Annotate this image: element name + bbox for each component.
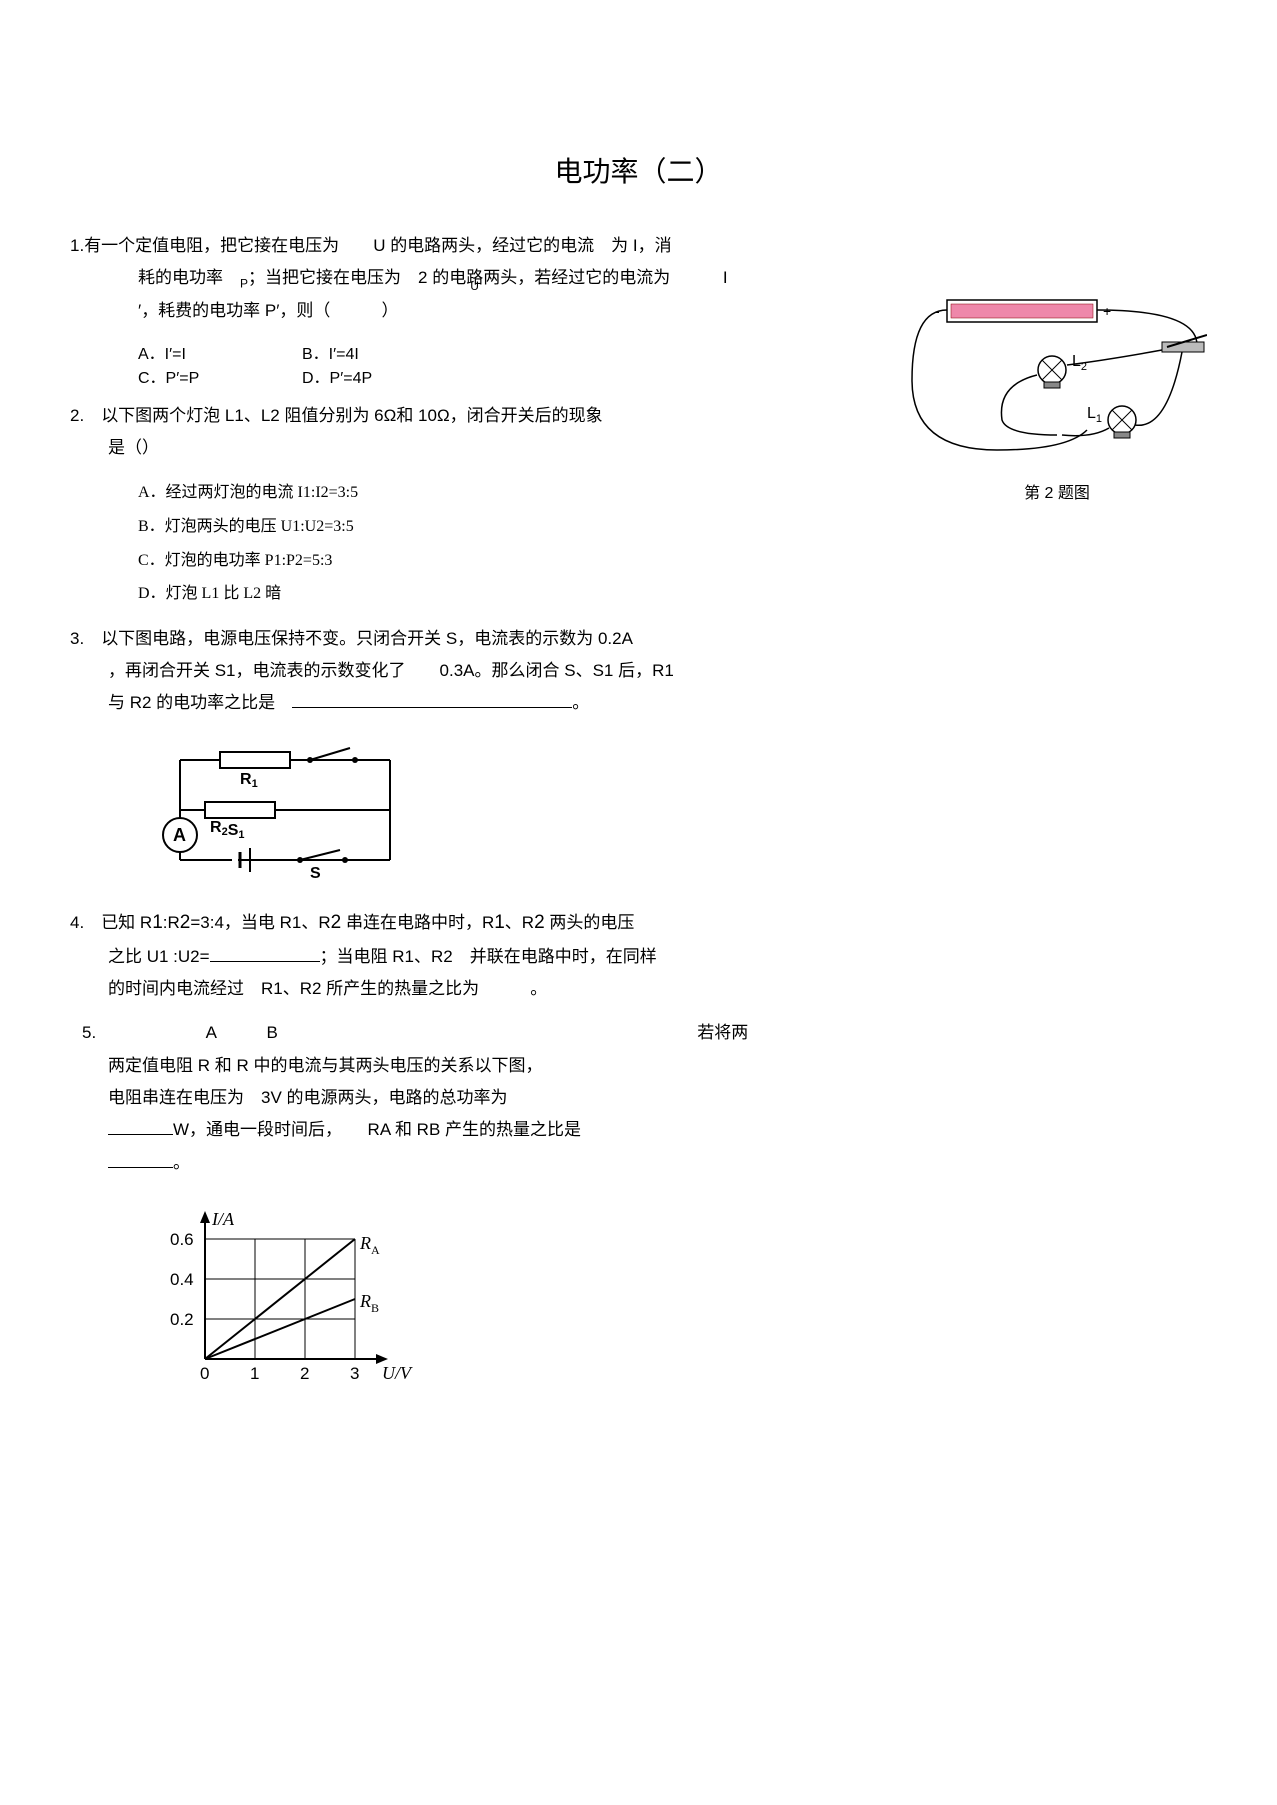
q5-col-a: A (206, 1023, 217, 1042)
q5-line1: 两定值电阻 R 和 R 中的电流与其两头电压的关系以下图， (70, 1056, 542, 1075)
ra-label: RA (359, 1233, 380, 1257)
q1-opt-b: B．I′=4I (302, 340, 462, 364)
xtick-0: 0 (200, 1364, 209, 1383)
q5-blank2[interactable] (108, 1151, 173, 1168)
q4-blank1[interactable] (210, 945, 320, 962)
q5-tail: 若将两 (697, 1023, 748, 1042)
q1-opt-a: A．I′=I (138, 340, 298, 364)
q1-line3: ′，耗费的电功率 P′，则（ ） (70, 301, 398, 320)
xlabel: U/V (382, 1363, 413, 1383)
q3-line2: ，再闭合开关 S1，电流表的示数变化了 0.3A。那么闭合 S、S1 后，R1 (70, 661, 674, 680)
q2-circuit-svg: - + L2 L1 (907, 290, 1207, 470)
figure-q3: R1 R2S1 A S (150, 740, 1207, 885)
rb-label: RB (359, 1291, 379, 1315)
question-1: 1.有一个定值电阻，把它接在电压为 U 的电路两头，经过它的电流 为 I，消 耗… (70, 230, 770, 328)
ammeter-label: A (173, 825, 186, 845)
xtick-3: 3 (350, 1364, 359, 1383)
q2-opt-d: D．灯泡 L1 比 L2 暗 (70, 577, 1207, 611)
q5-line3: W，通电一段时间后， RA 和 RB 产生的热量之比是 (70, 1120, 581, 1139)
q1-opt-d: D．P′=4P (302, 364, 462, 388)
q2-text-a: 以下图两个灯泡 L1、L2 阻值分别为 6Ω和 10Ω，闭合开关后的现象 (101, 406, 603, 425)
ytick-06: 0.6 (170, 1230, 194, 1249)
question-2: 2. 以下图两个灯泡 L1、L2 阻值分别为 6Ω和 10Ω，闭合开关后的现象 … (70, 400, 770, 465)
q1-num: 1. (70, 230, 84, 262)
ylabel: I/A (211, 1209, 235, 1229)
q5-line4: 。 (70, 1153, 190, 1172)
figure-q2: - + L2 L1 第 2 题图 (897, 290, 1217, 503)
ytick-02: 0.2 (170, 1310, 194, 1329)
q2-opt-c: C．灯泡的电功率 P1:P2=5:3 (70, 544, 1207, 578)
q4-num: 4. (70, 907, 84, 939)
q1-opt-c: C．P′=P (138, 364, 298, 388)
q2-num: 2. (70, 400, 84, 432)
bulb-l1-label: L1 (1087, 405, 1102, 425)
s-label: S (310, 865, 321, 880)
q4-line2: 之比 U1 :U2=；当电阻 R1、R2 并联在电路中时，在同样 (70, 947, 657, 966)
figure-q5: 0.6 0.4 0.2 0 1 2 3 I/A U/V RA RB (150, 1199, 1207, 1404)
question-3: 3. 以下图电路，电源电压保持不变。只闭合开关 S，电流表的示数为 0.2A ，… (70, 623, 770, 720)
q5-blank1[interactable] (108, 1118, 173, 1135)
question-4: 4. 已知 R1:R2=3:4，当电 R1、R2 串连在电路中时，R1、R2 两… (70, 905, 770, 1006)
q3-text-a: 以下图电路，电源电压保持不变。只闭合开关 S，电流表的示数为 0.2A (101, 629, 633, 648)
q2-opt-b: B．灯泡两头的电压 U1:U2=3:5 (70, 510, 1207, 544)
q5-line2: 电阻串连在电压为 3V 的电源两头，电路的总功率为 (70, 1088, 508, 1107)
q1-text-b: U 的电路两头，经过它的电流 为 I，消 (373, 236, 671, 255)
svg-text:+: + (1103, 303, 1111, 319)
q5-col-b: B (266, 1023, 277, 1042)
q3-num: 3. (70, 623, 84, 655)
r2s1-label: R2S1 (210, 819, 244, 841)
q2-caption: 第 2 题图 (897, 479, 1217, 503)
q3-line3: 与 R2 的电功率之比是 。 (70, 693, 589, 712)
q5-num: 5. (70, 1017, 96, 1049)
q4-line3: 的时间内电流经过 R1、R2 所产生的热量之比为 。 (70, 979, 547, 998)
xtick-2: 2 (300, 1364, 309, 1383)
q1-text-a: 有一个定值电阻，把它接在电压为 (84, 236, 339, 255)
q3-blank[interactable] (292, 691, 572, 708)
bulb-l2-label: L2 (1072, 353, 1087, 373)
q2-text-b: 是（） (70, 438, 159, 457)
xtick-1: 1 (250, 1364, 259, 1383)
question-5: 5. A B 若将两 两定值电阻 R 和 R 中的电流与其两头电压的关系以下图，… (70, 1017, 1207, 1178)
q1-line2: 耗的电功率 P；当把它接在电压为 2 的电路两头，若经过它的电流为U I (70, 268, 718, 287)
page-title: 电功率（二） (70, 150, 1207, 190)
ytick-04: 0.4 (170, 1270, 194, 1289)
r1-label: R1 (240, 771, 258, 790)
